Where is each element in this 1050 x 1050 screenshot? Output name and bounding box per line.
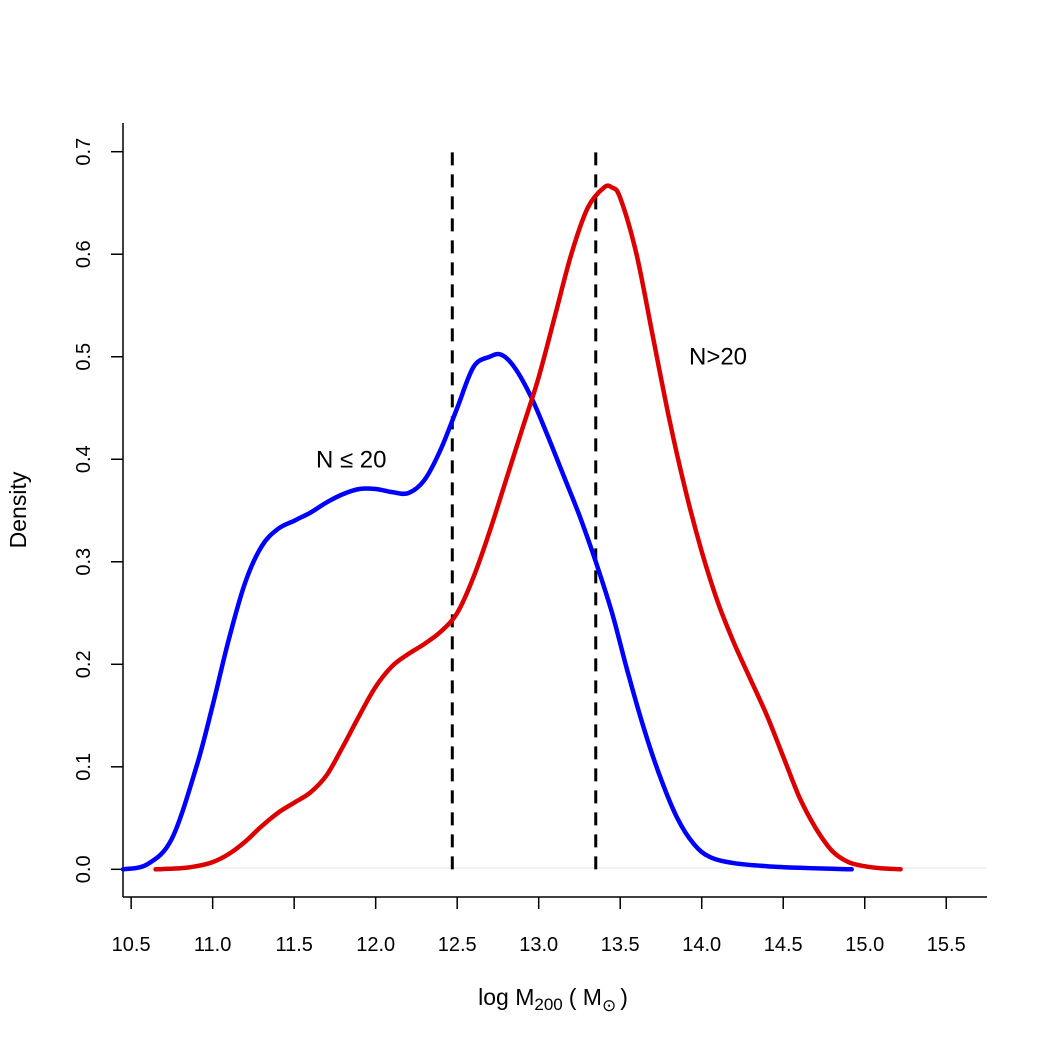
annotations: N ≤ 20 N>20 bbox=[316, 344, 747, 474]
x-tick-label: 15.0 bbox=[845, 934, 884, 956]
x-tick-label: 12.0 bbox=[356, 934, 395, 956]
x-axis-title-sun-symbol: ⊙ bbox=[602, 996, 616, 1015]
x-tick-label: 15.5 bbox=[927, 934, 966, 956]
x-axis-title: log M200 ( M⊙) bbox=[478, 984, 628, 1015]
y-tick-label: 0.2 bbox=[73, 650, 95, 678]
x-tick-label: 14.0 bbox=[682, 934, 721, 956]
x-tick-label: 11.5 bbox=[275, 934, 312, 956]
series-line-n-le-20 bbox=[120, 351, 854, 872]
x-tick-label: 13.0 bbox=[519, 934, 558, 956]
y-tick-label: 0.1 bbox=[73, 753, 95, 781]
x-tick-label: 14.5 bbox=[764, 934, 803, 956]
y-tick-label: 0.4 bbox=[73, 445, 95, 473]
series-line-n-gt-20 bbox=[153, 183, 903, 872]
x-axis-title-unit-open: ( M bbox=[569, 984, 602, 1010]
x-tick-label: 10.5 bbox=[112, 934, 151, 956]
y-axis-title: Density bbox=[5, 471, 31, 548]
x-tick-label: 12.5 bbox=[438, 934, 477, 956]
y-tick-label: 0.6 bbox=[73, 240, 95, 268]
annotation-low-n: N ≤ 20 bbox=[316, 446, 387, 473]
x-axis-title-subscript: 200 bbox=[534, 995, 562, 1014]
x-axis-title-unit-close: ) bbox=[620, 984, 628, 1010]
annotation-high-n: N>20 bbox=[689, 344, 747, 371]
y-axis-ticks: 0.0 0.1 0.2 0.3 0.4 0.5 0.6 0.7 bbox=[73, 138, 123, 883]
y-tick-label: 0.7 bbox=[73, 138, 95, 166]
y-tick-label: 0.5 bbox=[73, 343, 95, 371]
x-tick-label: 11.0 bbox=[194, 934, 231, 956]
x-tick-label: 13.5 bbox=[601, 934, 640, 956]
reference-lines bbox=[450, 151, 598, 870]
density-series bbox=[120, 183, 903, 872]
x-axis-ticks: 10.5 11.0 11.5 12.0 12.5 13.0 13.5 14.0 14.5 15.0… bbox=[112, 897, 966, 956]
x-axis-title-main: log M bbox=[478, 984, 534, 1010]
y-tick-label: 0.0 bbox=[73, 855, 95, 883]
y-tick-label: 0.3 bbox=[73, 548, 95, 576]
